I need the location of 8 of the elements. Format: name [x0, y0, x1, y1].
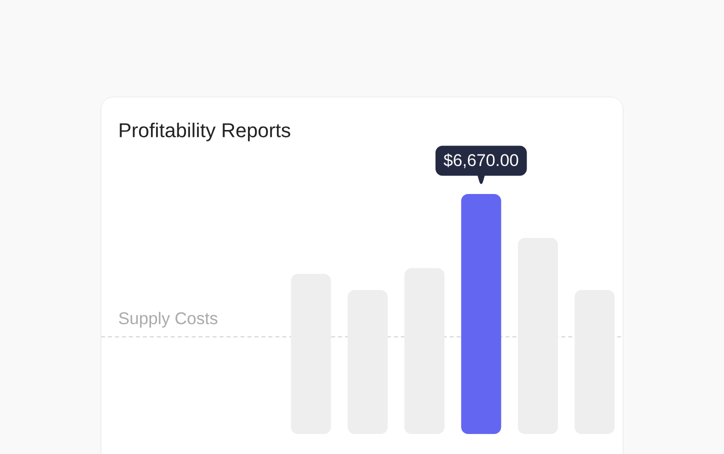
bar — [290, 274, 331, 434]
bar — [348, 290, 388, 434]
data-label: $6,670.00 — [444, 153, 518, 168]
bar — [518, 238, 558, 434]
bar — [404, 268, 444, 434]
chart-title: Profitability Reports — [120, 122, 290, 142]
bar — [461, 194, 502, 434]
ref-line-label: Supply Costs — [118, 312, 218, 328]
